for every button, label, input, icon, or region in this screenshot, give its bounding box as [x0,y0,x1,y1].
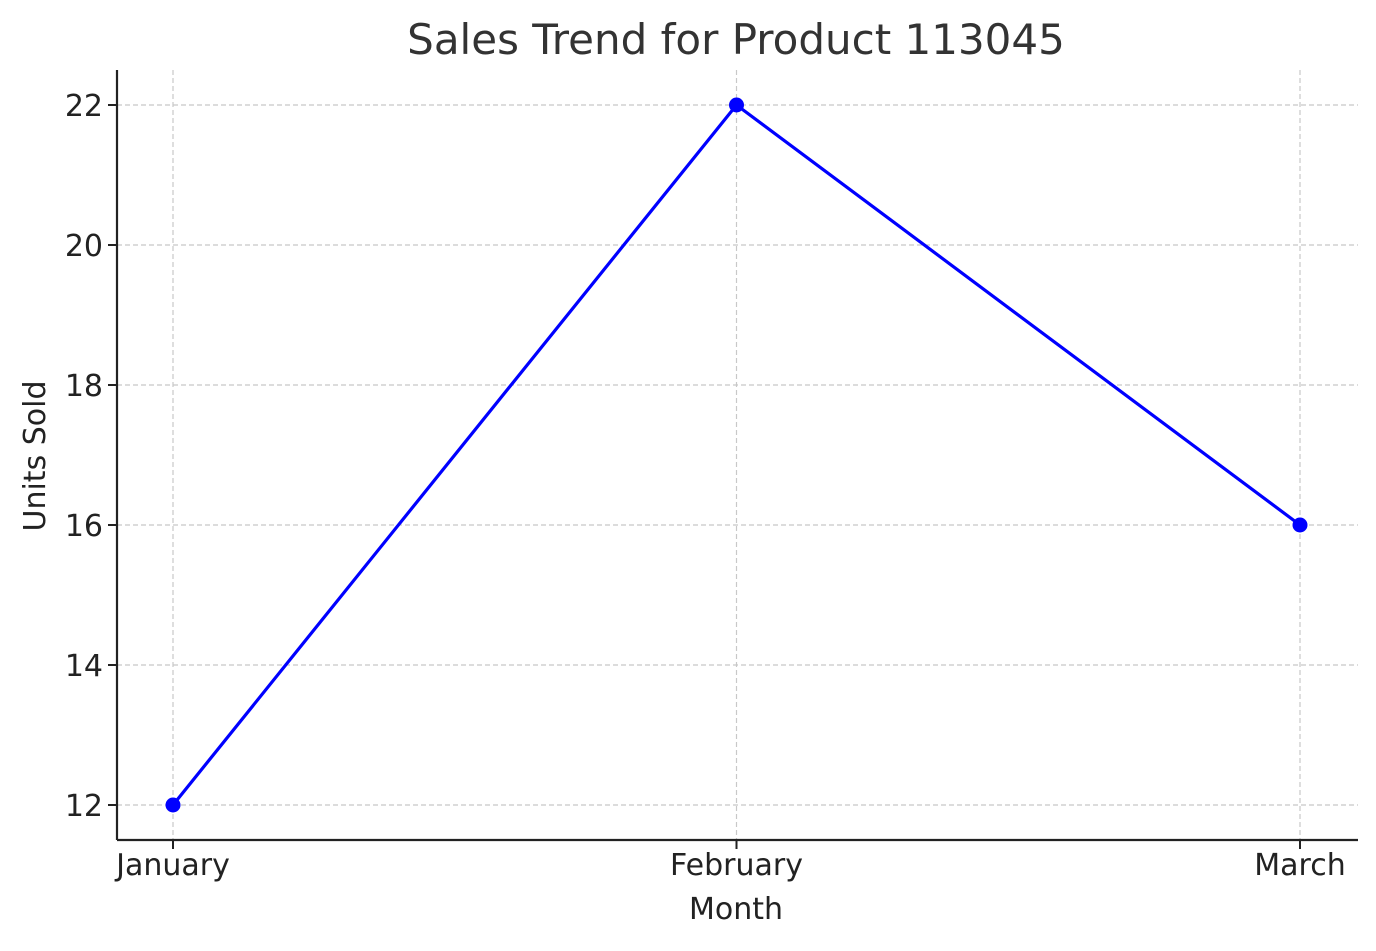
y-tick-label: 20 [65,229,103,264]
data-point [1292,517,1308,533]
grid-layer [117,70,1358,840]
y-tick-label: 18 [65,369,103,404]
x-tick-label: February [670,848,803,883]
y-tick-label: 16 [65,509,103,544]
series-layer [165,97,1308,813]
axes-layer: 12 14 16 18 20 22 January February March [65,70,1358,883]
data-point [729,97,744,113]
y-tick-label: 22 [65,89,103,124]
chart-title: Sales Trend for Product 113045 [407,15,1065,64]
y-axis-label: Units Sold [18,380,53,531]
x-tick-label: March [1254,848,1345,883]
x-tick-label: January [114,848,230,883]
y-tick-label: 14 [65,649,103,684]
labels-layer: Sales Trend for Product 113045 Month Uni… [18,15,1065,927]
y-tick-label: 12 [65,789,103,824]
x-axis-label: Month [689,892,783,927]
data-point [165,797,181,813]
